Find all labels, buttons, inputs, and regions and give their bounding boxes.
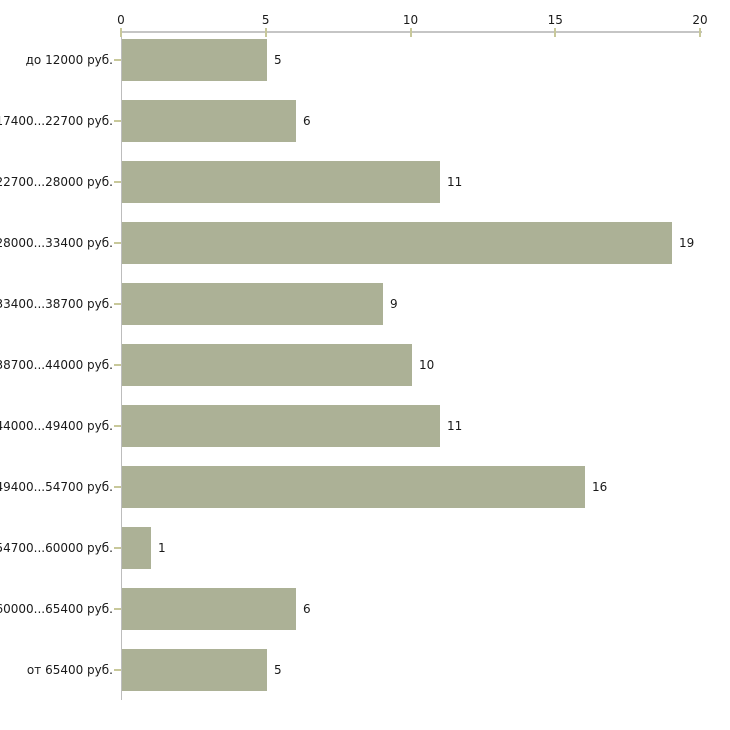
bar-value-label: 11 <box>447 175 463 189</box>
x-axis-tick-label: 5 <box>261 13 270 27</box>
bar-value-label: 16 <box>592 480 608 494</box>
category-label: 44000...49400 руб. <box>0 419 113 433</box>
category-label: 38700...44000 руб. <box>0 358 113 372</box>
category-tick-mark <box>114 608 121 610</box>
bar-value-label: 19 <box>679 236 695 250</box>
bar <box>122 344 412 386</box>
x-axis-tick <box>264 28 267 37</box>
bar <box>122 466 585 508</box>
category-tick-mark <box>114 181 121 183</box>
category-tick-mark <box>114 669 121 671</box>
x-axis-tick-label: 0 <box>117 13 125 27</box>
x-axis-line <box>121 31 702 33</box>
category-label: 60000...65400 руб. <box>0 602 113 616</box>
category-label: 54700...60000 руб. <box>0 541 113 555</box>
category-label: 17400...22700 руб. <box>0 114 113 128</box>
bar-value-label: 10 <box>419 358 435 372</box>
x-axis-tick-label: 15 <box>547 13 563 27</box>
bar-value-label: 9 <box>390 297 398 311</box>
category-label: до 12000 руб. <box>25 53 113 67</box>
category-label: от 65400 руб. <box>26 663 113 677</box>
category-tick-mark <box>114 364 121 366</box>
bar-value-label: 6 <box>303 114 311 128</box>
x-axis-tick-label: 10 <box>402 13 419 27</box>
bar-value-label: 6 <box>303 602 311 616</box>
category-tick-mark <box>114 242 121 244</box>
x-axis-tick-label: 20 <box>692 13 708 27</box>
y-axis-line <box>121 31 122 700</box>
bar <box>122 649 267 691</box>
category-tick-mark <box>114 486 121 488</box>
category-tick-mark <box>114 425 121 427</box>
x-axis-tick <box>120 28 122 37</box>
bar <box>122 588 296 630</box>
bar-value-label: 5 <box>274 53 282 67</box>
category-label: 22700...28000 руб. <box>0 175 113 189</box>
bar <box>122 222 672 264</box>
category-label: 28000...33400 руб. <box>0 236 113 250</box>
x-axis-tick <box>554 28 557 37</box>
bar <box>122 527 151 569</box>
bar <box>122 405 440 447</box>
category-tick-mark <box>114 59 121 61</box>
bar-value-label: 11 <box>447 419 463 433</box>
category-label: 49400...54700 руб. <box>0 480 113 494</box>
category-label: 33400...38700 руб. <box>0 297 113 311</box>
bar-value-label: 1 <box>158 541 166 555</box>
bar <box>122 283 383 325</box>
bar <box>122 39 267 81</box>
category-tick-mark <box>114 303 121 305</box>
bar <box>122 100 296 142</box>
bar <box>122 161 440 203</box>
bar-value-label: 5 <box>274 663 282 677</box>
category-tick-mark <box>114 120 121 122</box>
category-tick-mark <box>114 547 121 549</box>
x-axis-tick <box>699 28 701 37</box>
x-axis-tick <box>409 28 412 37</box>
